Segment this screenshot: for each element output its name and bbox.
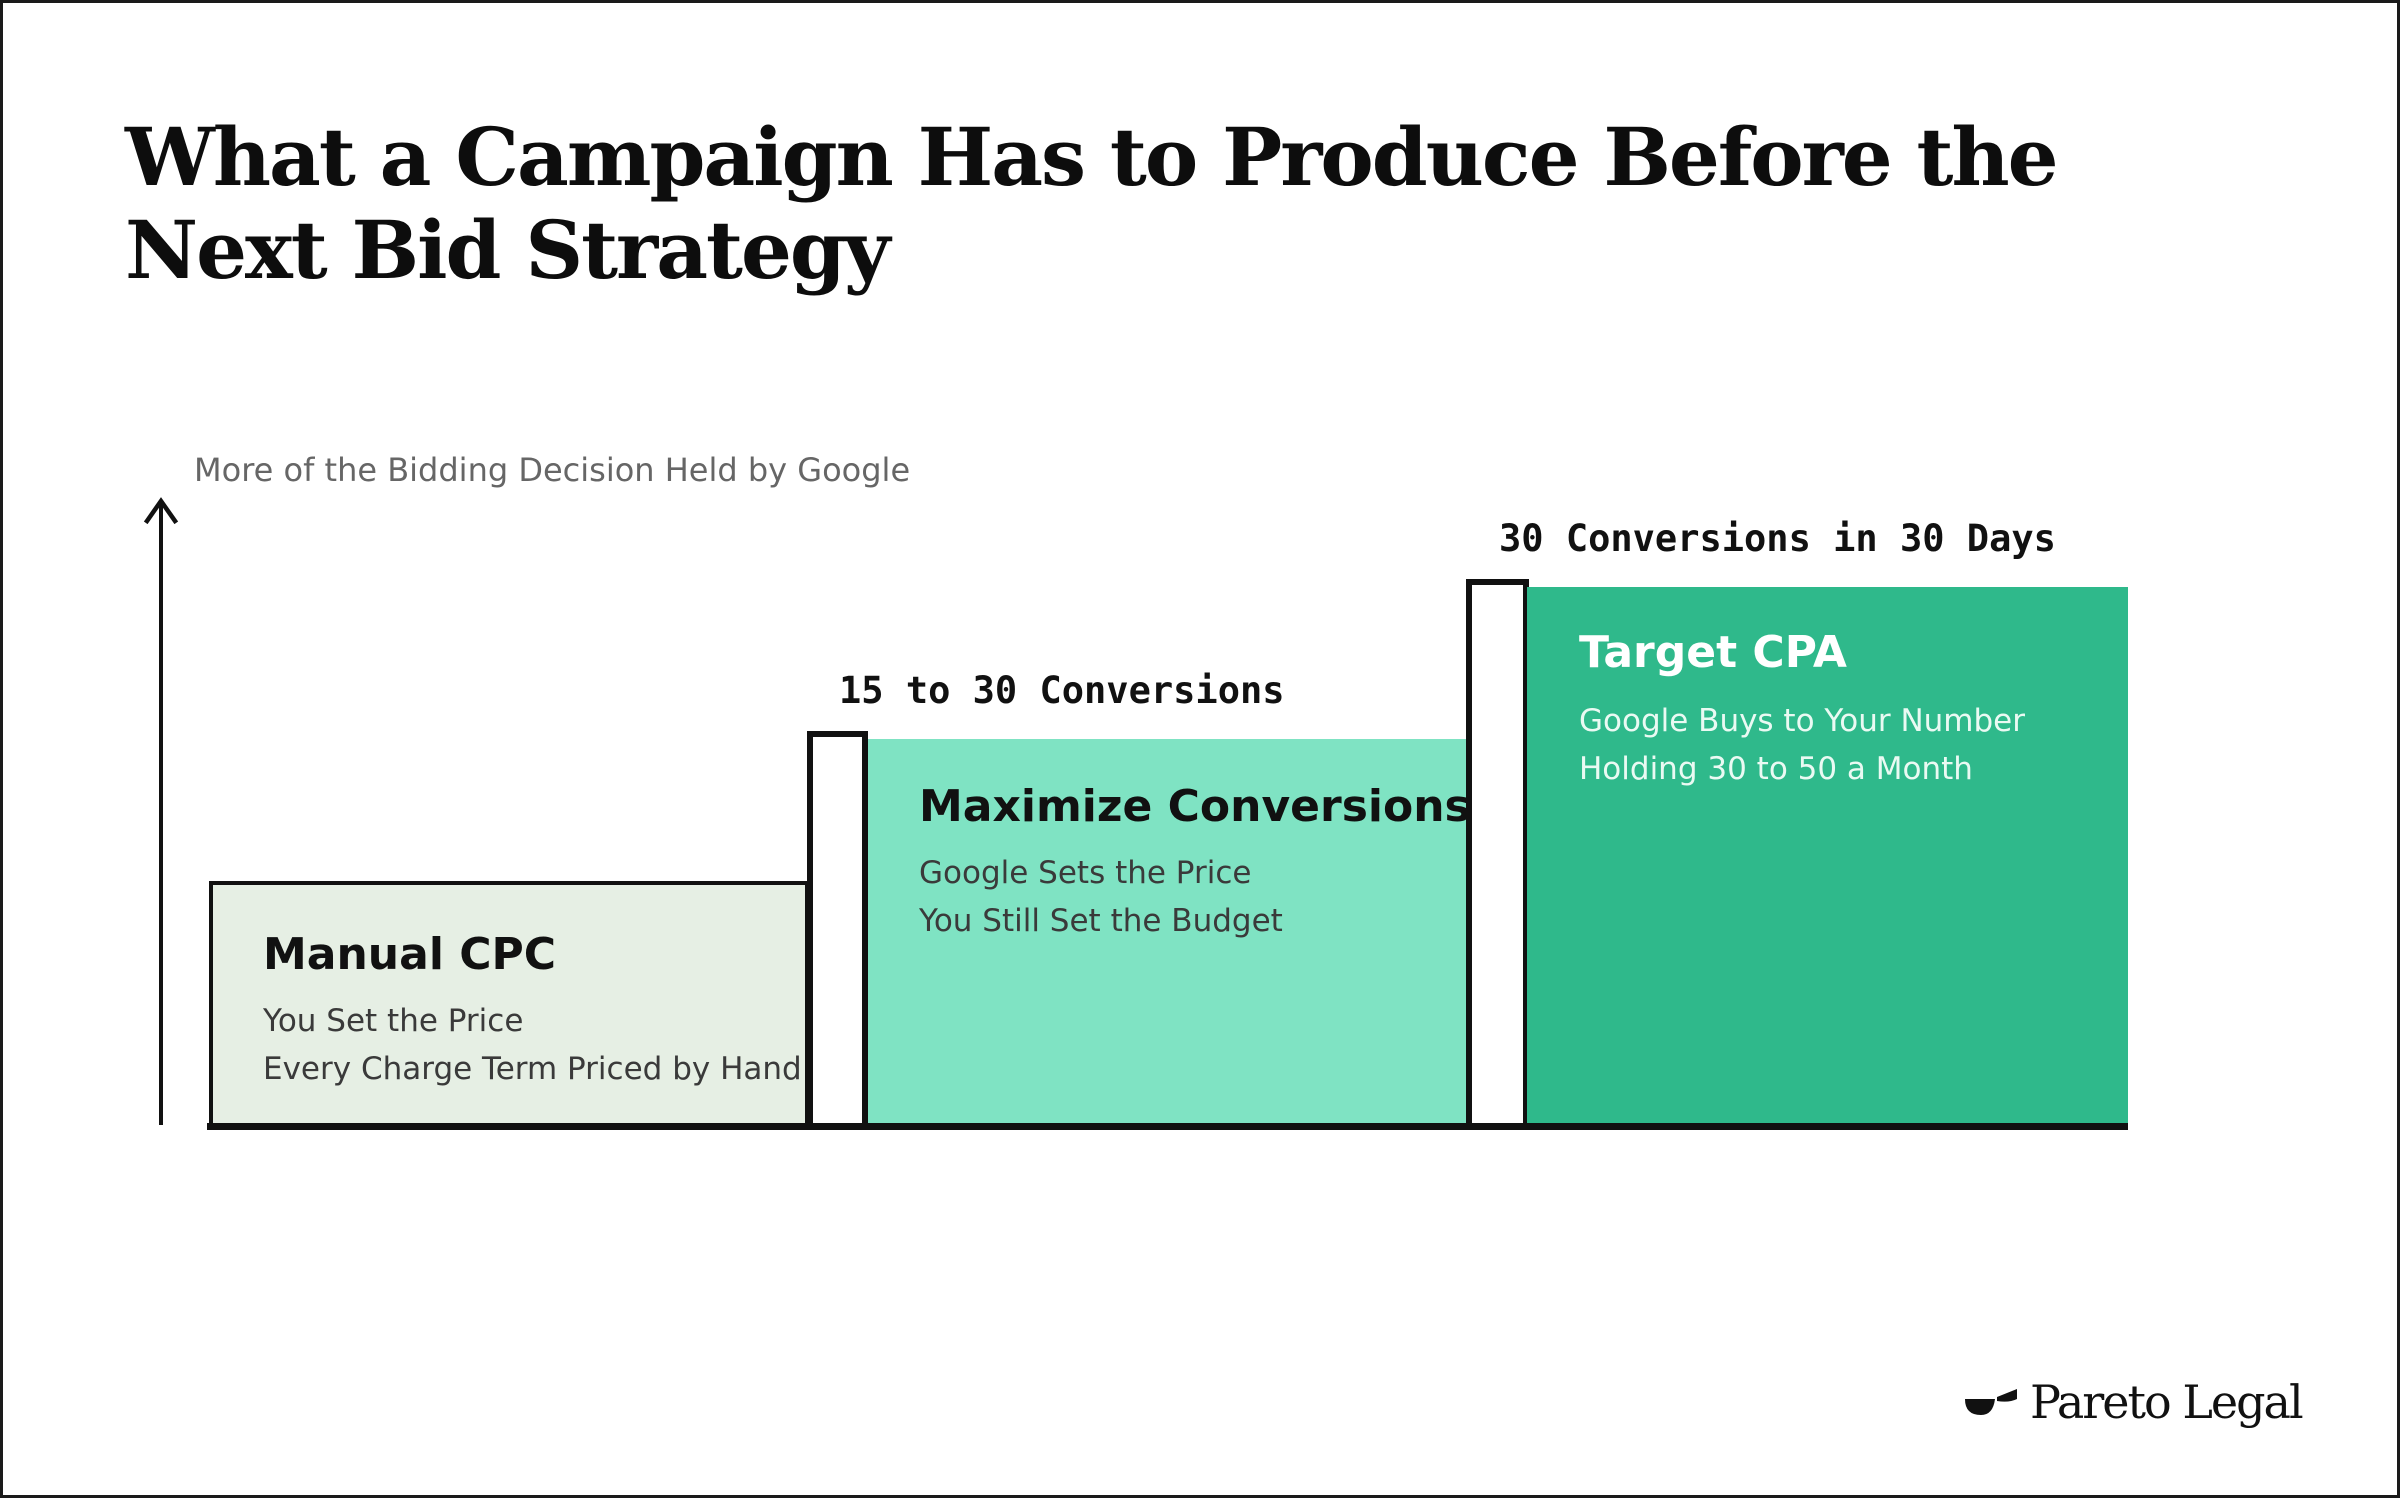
brand-name: Pareto Legal (2030, 1375, 2304, 1429)
stage-desc-line: Every Charge Term Priced by Hand (263, 1051, 802, 1087)
stage-desc-line: Holding 30 to 50 a Month (1579, 751, 1973, 787)
stage-desc-line: Google Sets the Price (919, 855, 1252, 891)
threshold-label: 15 to 30 Conversions (839, 669, 1285, 712)
axis-line (159, 503, 163, 1125)
arrow-up-icon (143, 497, 179, 525)
pareto-legal-logo-icon (1965, 1389, 2017, 1415)
stage-desc-line: Google Buys to Your Number (1579, 703, 2025, 739)
stage-target-cpa: Target CPA Google Buys to Your Number Ho… (1527, 587, 2128, 1125)
stage-title: Maximize Conversions (919, 781, 1471, 832)
threshold-step (807, 731, 868, 1125)
stage-title: Manual CPC (263, 929, 557, 980)
page-title: What a Campaign Has to Produce Before th… (125, 110, 2059, 297)
baseline (207, 1123, 2128, 1130)
stage-desc-line: You Set the Price (263, 1003, 524, 1039)
stage-manual-cpc: Manual CPC You Set the Price Every Charg… (209, 881, 809, 1125)
threshold-step (1466, 579, 1529, 1125)
axis-label: More of the Bidding Decision Held by Goo… (194, 451, 911, 489)
stage-desc-line: You Still Set the Budget (919, 903, 1283, 939)
stage-maximize-conversions: Maximize Conversions Google Sets the Pri… (868, 739, 1471, 1125)
threshold-label: 30 Conversions in 30 Days (1499, 517, 2056, 560)
stage-title: Target CPA (1579, 627, 1847, 678)
